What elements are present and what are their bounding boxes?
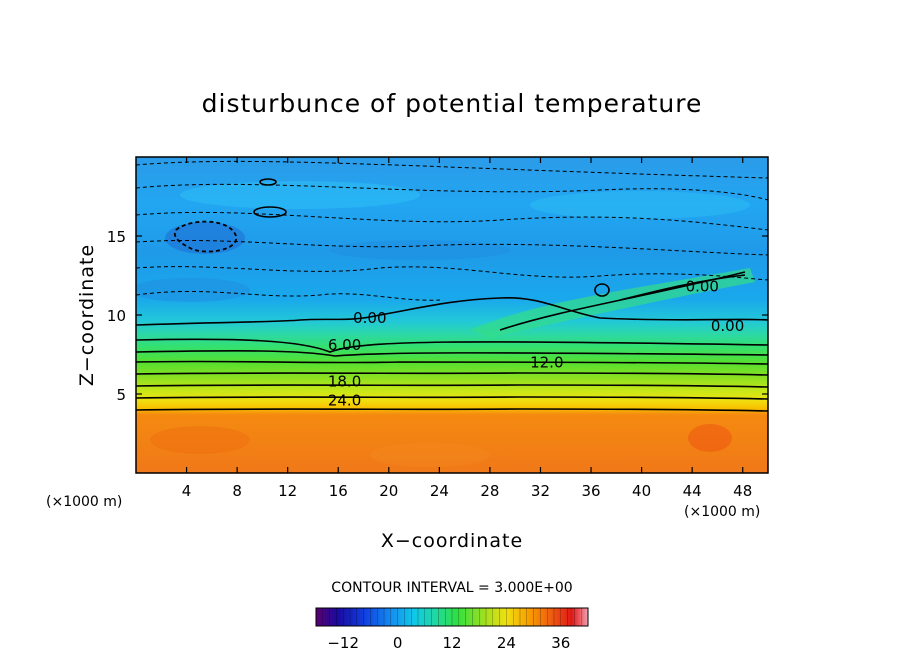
cold-patch xyxy=(180,181,420,209)
cold-patch xyxy=(330,240,510,260)
warm-patch xyxy=(150,426,250,454)
cold-patch xyxy=(530,191,750,219)
contour-label: 6.00 xyxy=(328,336,361,354)
cold-patch xyxy=(136,278,250,302)
contour-label: 0.00 xyxy=(711,317,744,335)
x-tick-label: 16 xyxy=(329,482,348,500)
colorbar-tick-label: 0 xyxy=(393,634,403,652)
colorbar-tick-label: −12 xyxy=(327,634,359,652)
colorbar-tick-label: 36 xyxy=(551,634,570,652)
colorbar-tick-label: 24 xyxy=(497,634,516,652)
chart-title: disturbunce of potential temperature xyxy=(202,89,703,118)
x-tick-label: 44 xyxy=(683,482,702,500)
plot-area xyxy=(136,157,768,473)
colorbar-segments xyxy=(315,608,589,626)
colorbar-ticks: −12 0 12 24 36 xyxy=(327,634,570,652)
x-axis: 4 8 12 16 20 24 28 32 36 40 44 48 xyxy=(182,157,752,500)
contour-label: 12.0 xyxy=(530,353,563,371)
colorbar: −12 0 12 24 36 xyxy=(315,607,589,652)
contour-interval-label: CONTOUR INTERVAL = 3.000E+00 xyxy=(331,580,572,596)
contour-label: 0.00 xyxy=(353,309,386,327)
contour-label: 18.0 xyxy=(328,372,361,390)
x-axis-label: X−coordinate xyxy=(381,530,523,552)
y-tick-label: 10 xyxy=(107,307,126,325)
y-axis-label: Z−coordinate xyxy=(76,244,98,386)
temperature-field xyxy=(136,157,768,473)
x-tick-label: 20 xyxy=(379,482,398,500)
x-tick-label: 24 xyxy=(430,482,449,500)
warm-patch xyxy=(370,443,490,467)
warm-patch xyxy=(688,424,732,452)
x-tick-label: 4 xyxy=(182,482,192,500)
contour-labels: 24.018.0 12.0 6.00 0.00 0.00 0.00 xyxy=(328,278,744,410)
x-tick-label: 48 xyxy=(733,482,752,500)
y-axis: 5 10 15 xyxy=(107,228,768,404)
contour-label: 0.00 xyxy=(686,278,719,296)
y-tick-label: 15 xyxy=(107,228,126,246)
x-tick-label: 28 xyxy=(480,482,499,500)
x-unit-label-right: (×1000 m) xyxy=(684,504,760,520)
x-tick-label: 40 xyxy=(632,482,651,500)
colorbar-tick-label: 12 xyxy=(442,634,461,652)
x-tick-label: 36 xyxy=(581,482,600,500)
positive-contours xyxy=(136,178,768,412)
negative-contours xyxy=(136,160,768,301)
y-tick-label: 5 xyxy=(116,386,126,404)
x-tick-label: 12 xyxy=(278,482,297,500)
x-unit-label-left: (×1000 m) xyxy=(46,494,122,510)
x-tick-label: 8 xyxy=(232,482,242,500)
x-tick-label: 32 xyxy=(531,482,550,500)
contour-label: 24.0 xyxy=(328,391,361,409)
cold-anomaly xyxy=(165,222,245,254)
